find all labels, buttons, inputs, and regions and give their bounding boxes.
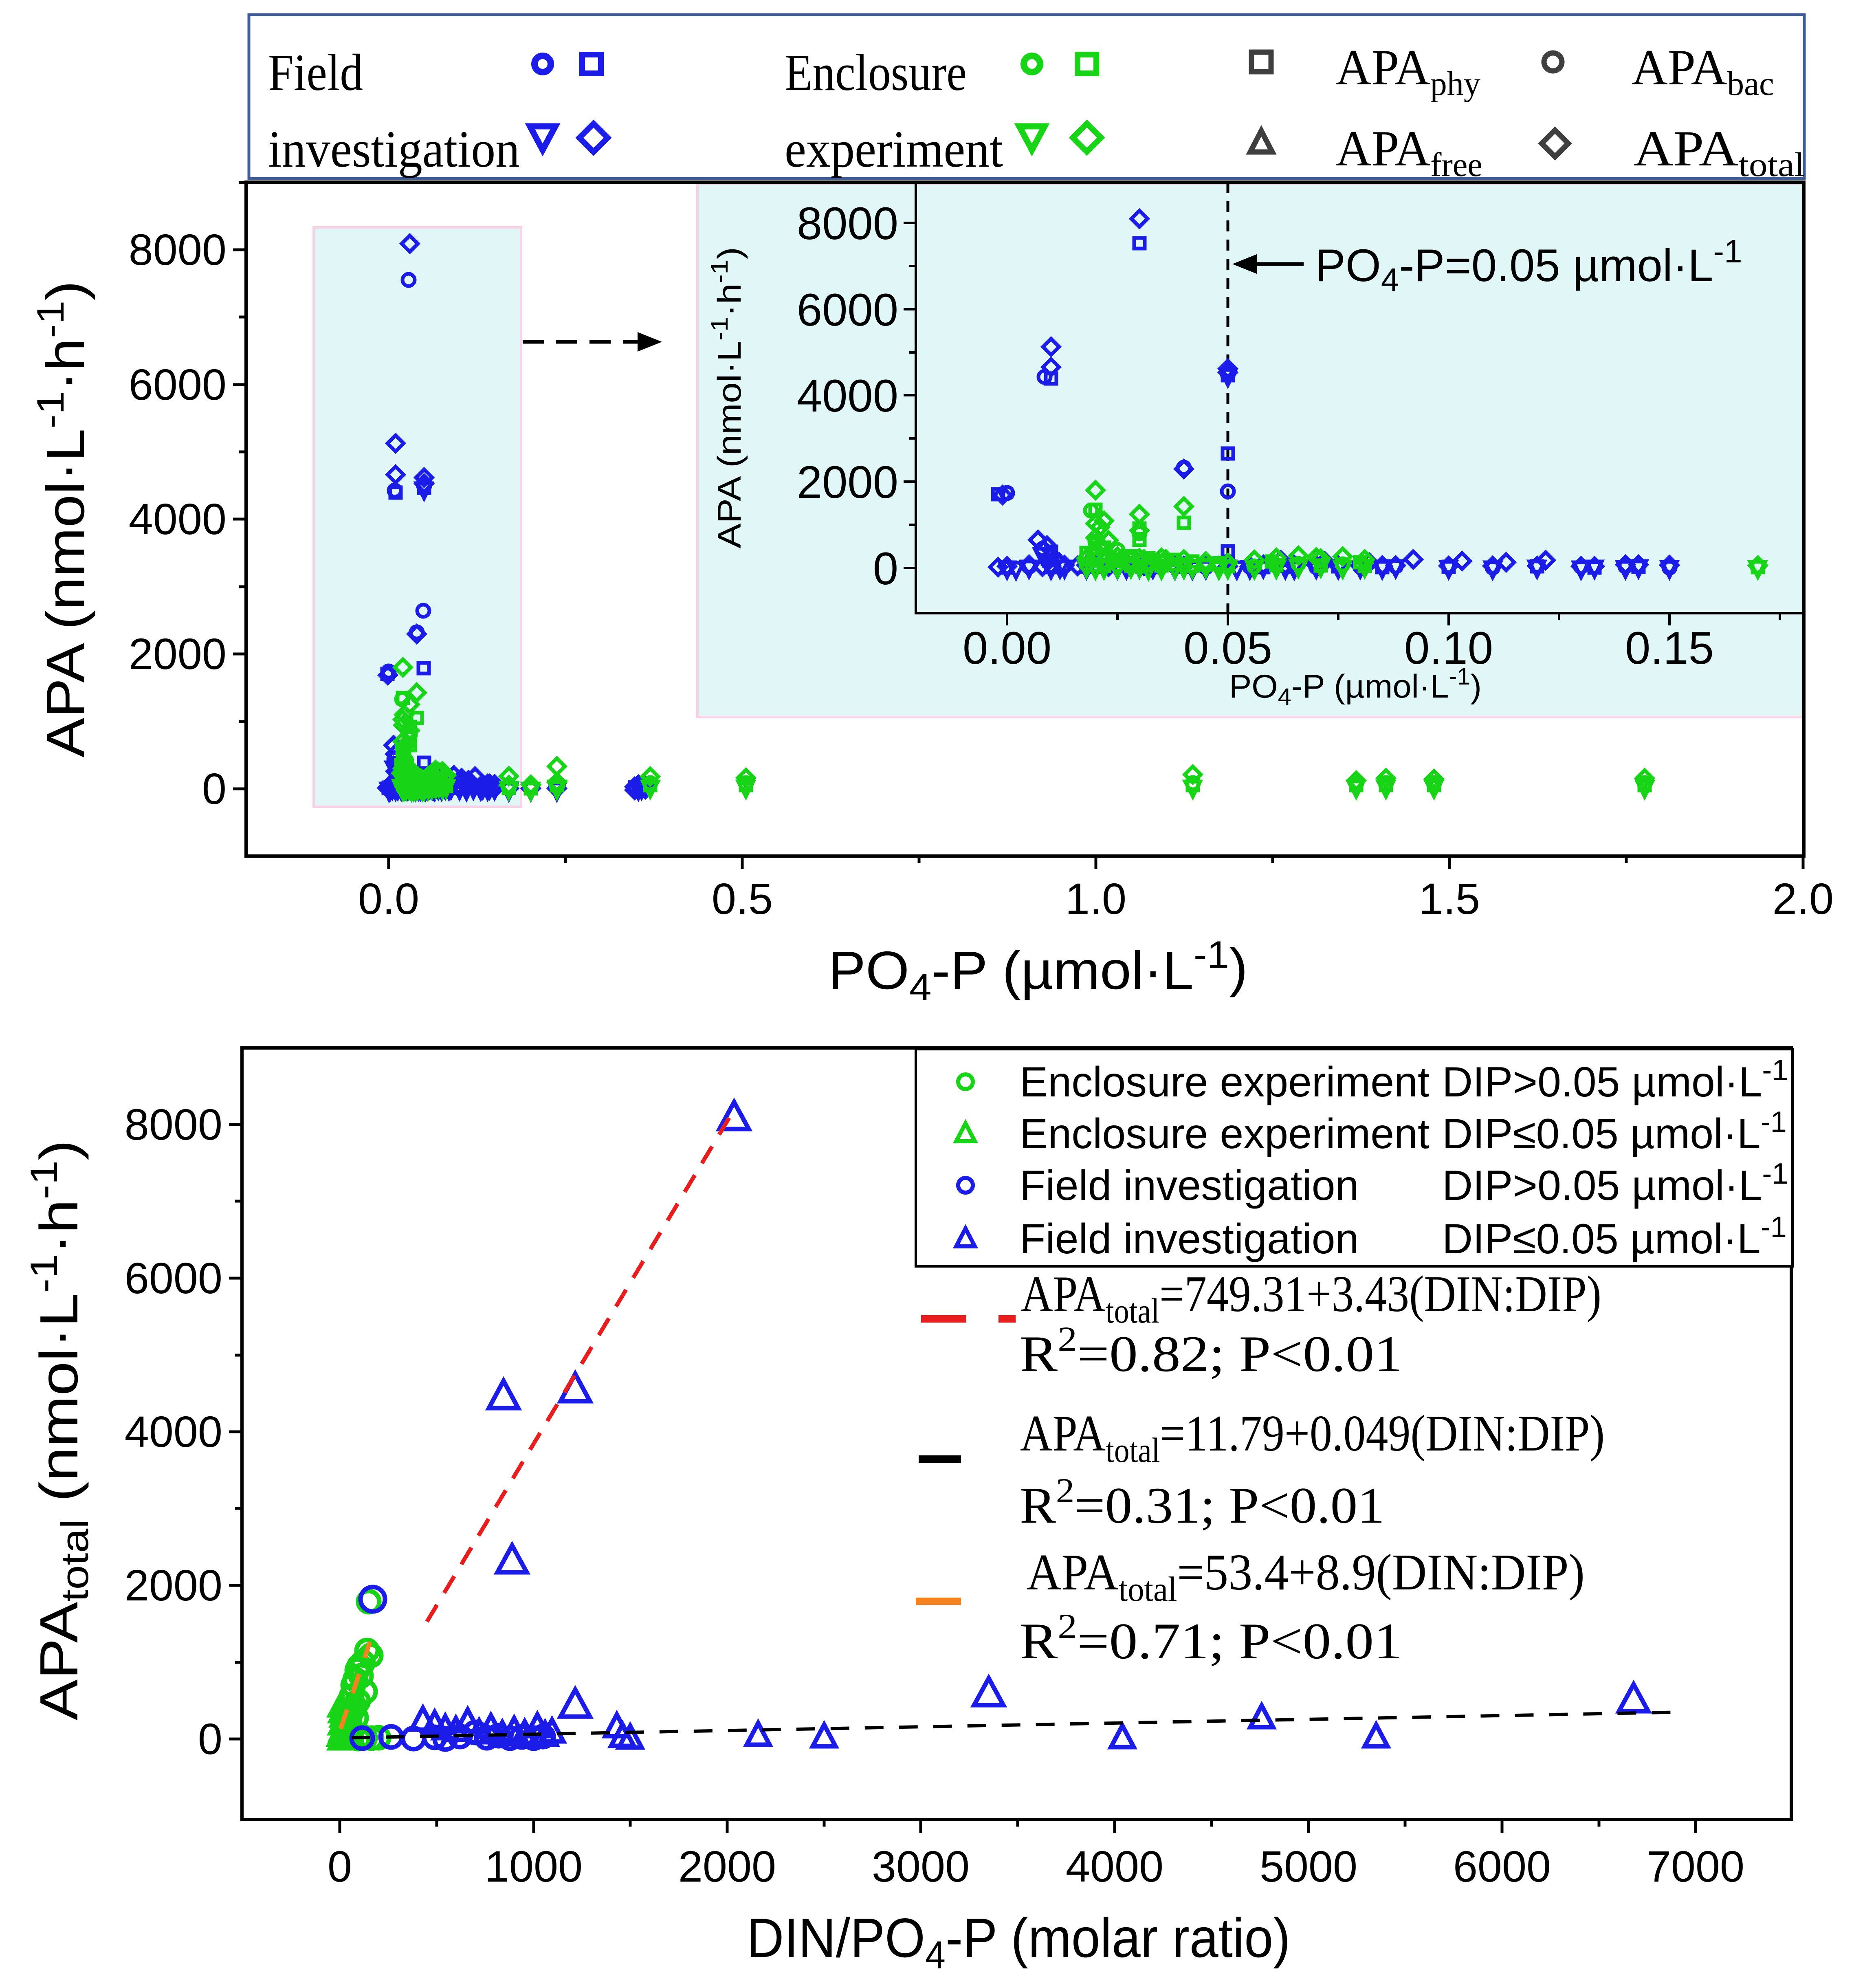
svg-text:Field investigation: Field investigation [1020,1162,1359,1209]
svg-text:4000: 4000 [1066,1842,1163,1891]
svg-text:APA (nmol·L-1·h-1): APA (nmol·L-1·h-1) [706,247,748,548]
svg-text:PO4-P=0.05 µmol·L-1: PO4-P=0.05 µmol·L-1 [1315,233,1742,298]
svg-text:8000: 8000 [129,225,227,274]
svg-text:0: 0 [328,1842,352,1891]
svg-text:DIN/PO4-P (molar ratio): DIN/PO4-P (molar ratio) [747,1907,1291,1977]
svg-text:R2=0.71; P<0.01: R 2=0.71; P<0.01 [1020,1607,1402,1670]
svg-text:0.5: 0.5 [712,874,773,923]
svg-text:4000: 4000 [797,370,898,421]
svg-text:2000: 2000 [797,457,898,508]
svg-text:7000: 7000 [1647,1842,1744,1891]
svg-text:4000: 4000 [129,494,227,544]
svg-text:R2=0.31; P<0.01: R2=0.31; P<0.01 [1020,1471,1385,1534]
svg-text:Enclosure experiment: Enclosure experiment [1020,1110,1430,1158]
svg-text:0.0: 0.0 [358,874,419,923]
svg-text:Enclosure experiment: Enclosure experiment [1020,1059,1430,1106]
svg-text:Enclosure: Enclosure [785,44,967,101]
svg-text:8000: 8000 [125,1100,222,1149]
svg-text:6000: 6000 [129,360,227,409]
svg-text:0: 0 [202,764,227,813]
svg-text:Field: Field [268,44,363,101]
svg-text:1.0: 1.0 [1065,874,1126,923]
svg-text:4000: 4000 [125,1407,222,1456]
svg-text:5000: 5000 [1260,1842,1357,1891]
svg-text:APA (nmol·L-1·h-1): APA (nmol·L-1·h-1) [29,281,95,757]
svg-text:2.0: 2.0 [1773,874,1834,923]
svg-text:DIP≤0.05 µmol·L-1: DIP≤0.05 µmol·L-1 [1442,1211,1787,1263]
svg-text:0: 0 [873,543,898,594]
svg-text:2000: 2000 [678,1842,776,1891]
svg-text:2000: 2000 [125,1561,222,1610]
svg-text:PO4-P (µmol·L-1): PO4-P (µmol·L -1) [1229,663,1482,710]
svg-text:DIP>0.05 µmol·L-1: DIP>0.05 µmol·L-1 [1442,1054,1788,1106]
svg-text:APAtotal=53.4+8.9(DIN:DIP): APAtotal=53.4+8.9(DIN:DIP) [1027,1544,1585,1609]
svg-text:APAtotal (nmol·L-1·h-1): APAtotal (nmol·L-1·h-1) [22,1140,96,1721]
svg-text:APAtotal: APA total [1634,121,1805,184]
svg-text:0.15: 0.15 [1625,623,1714,674]
svg-text:Field investigation: Field investigation [1020,1215,1359,1263]
svg-text:investigation: investigation [268,120,520,178]
svg-text:6000: 6000 [125,1253,222,1303]
svg-text:0: 0 [198,1714,222,1763]
svg-text:experiment: experiment [785,120,1003,178]
svg-text:2000: 2000 [129,629,227,678]
svg-text:8000: 8000 [797,198,898,249]
svg-text:R2=0.82; P<0.01: R 2=0.82; P<0.01 [1020,1319,1403,1382]
svg-text:0.10: 0.10 [1404,623,1493,674]
svg-text:6000: 6000 [1453,1842,1551,1891]
svg-text:DIP>0.05 µmol·L-1: DIP>0.05 µmol·L-1 [1442,1158,1788,1209]
svg-text:DIP≤0.05 µmol·L-1: DIP≤0.05 µmol·L-1 [1442,1106,1787,1158]
svg-text:APAfree: APAfree [1336,121,1482,184]
svg-text:APAbac: APAbac [1632,40,1774,103]
svg-text:1.5: 1.5 [1419,874,1480,923]
svg-text:3000: 3000 [872,1842,970,1891]
svg-text:0.00: 0.00 [963,623,1051,674]
svg-text:APAphy: APAphy [1336,40,1480,103]
svg-text:0.05: 0.05 [1183,623,1272,674]
svg-text:PO4-P (µmol·L-1): PO4-P (µmol·L -1) [828,933,1248,1008]
svg-text:1000: 1000 [485,1842,583,1891]
svg-text:6000: 6000 [797,284,898,335]
